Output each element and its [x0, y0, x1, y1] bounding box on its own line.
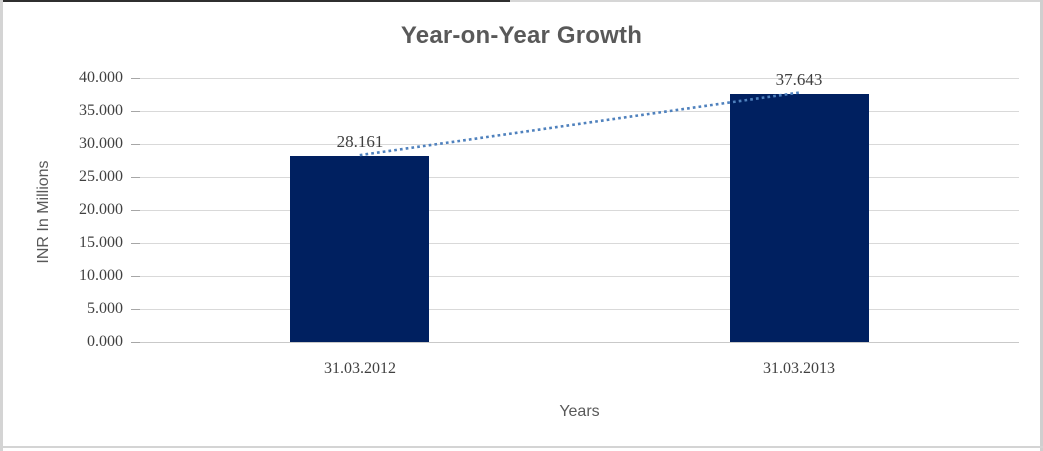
axis-tick-mark: [131, 78, 140, 79]
axis-tick-mark: [131, 111, 140, 112]
y-tick-label: 25.000: [79, 168, 123, 185]
axis-tick-mark: [131, 177, 140, 178]
gridline: [140, 144, 1019, 145]
x-axis-tick-labels: 31.03.2012 31.03.2013: [140, 360, 1019, 382]
data-label: 28.161: [336, 132, 384, 151]
bar: [290, 156, 429, 342]
x-tick-label: 31.03.2013: [763, 360, 835, 377]
axis-tick-mark: [131, 144, 140, 145]
gridline: [140, 111, 1019, 112]
frame-border-right: [1040, 0, 1043, 451]
axis-tick-mark: [131, 342, 140, 343]
y-tick-label: 20.000: [79, 201, 123, 218]
gridline: [140, 243, 1019, 244]
frame-border-bottom: [0, 446, 1043, 448]
x-axis-title: Years: [559, 403, 600, 420]
y-tick-label: 10.000: [79, 267, 123, 284]
plot-area: 28.161 37.643: [131, 70, 1019, 343]
y-tick-label: 0.000: [87, 333, 123, 350]
y-tick-label: 5.000: [87, 300, 123, 317]
y-tick-label: 30.000: [79, 135, 123, 152]
y-tick-label: 15.000: [79, 234, 123, 251]
bar: [730, 94, 869, 342]
chart-title: Year-on-Year Growth: [400, 22, 643, 49]
frame-border-top-dark-segment: [0, 0, 510, 2]
data-label: 37.643: [775, 70, 823, 89]
trendline: [359, 91, 800, 157]
gridline: [140, 78, 1019, 79]
y-tick-label: 35.000: [79, 102, 123, 119]
gridline: [140, 177, 1019, 178]
axis-tick-mark: [131, 276, 140, 277]
gridline: [140, 309, 1019, 310]
y-tick-label: 40.000: [79, 69, 123, 86]
gridline: [140, 342, 1019, 343]
frame-border-left: [0, 0, 3, 451]
axis-tick-mark: [131, 210, 140, 211]
axis-tick-mark: [131, 243, 140, 244]
axis-tick-mark: [131, 309, 140, 310]
gridline: [140, 210, 1019, 211]
y-axis-tick-labels: 0.000 5.000 10.000 15.000 20.000 25.000 30.000…: [0, 69, 123, 350]
frame-border-top: [0, 0, 1043, 2]
gridline: [140, 276, 1019, 277]
x-tick-label: 31.03.2012: [324, 360, 396, 377]
